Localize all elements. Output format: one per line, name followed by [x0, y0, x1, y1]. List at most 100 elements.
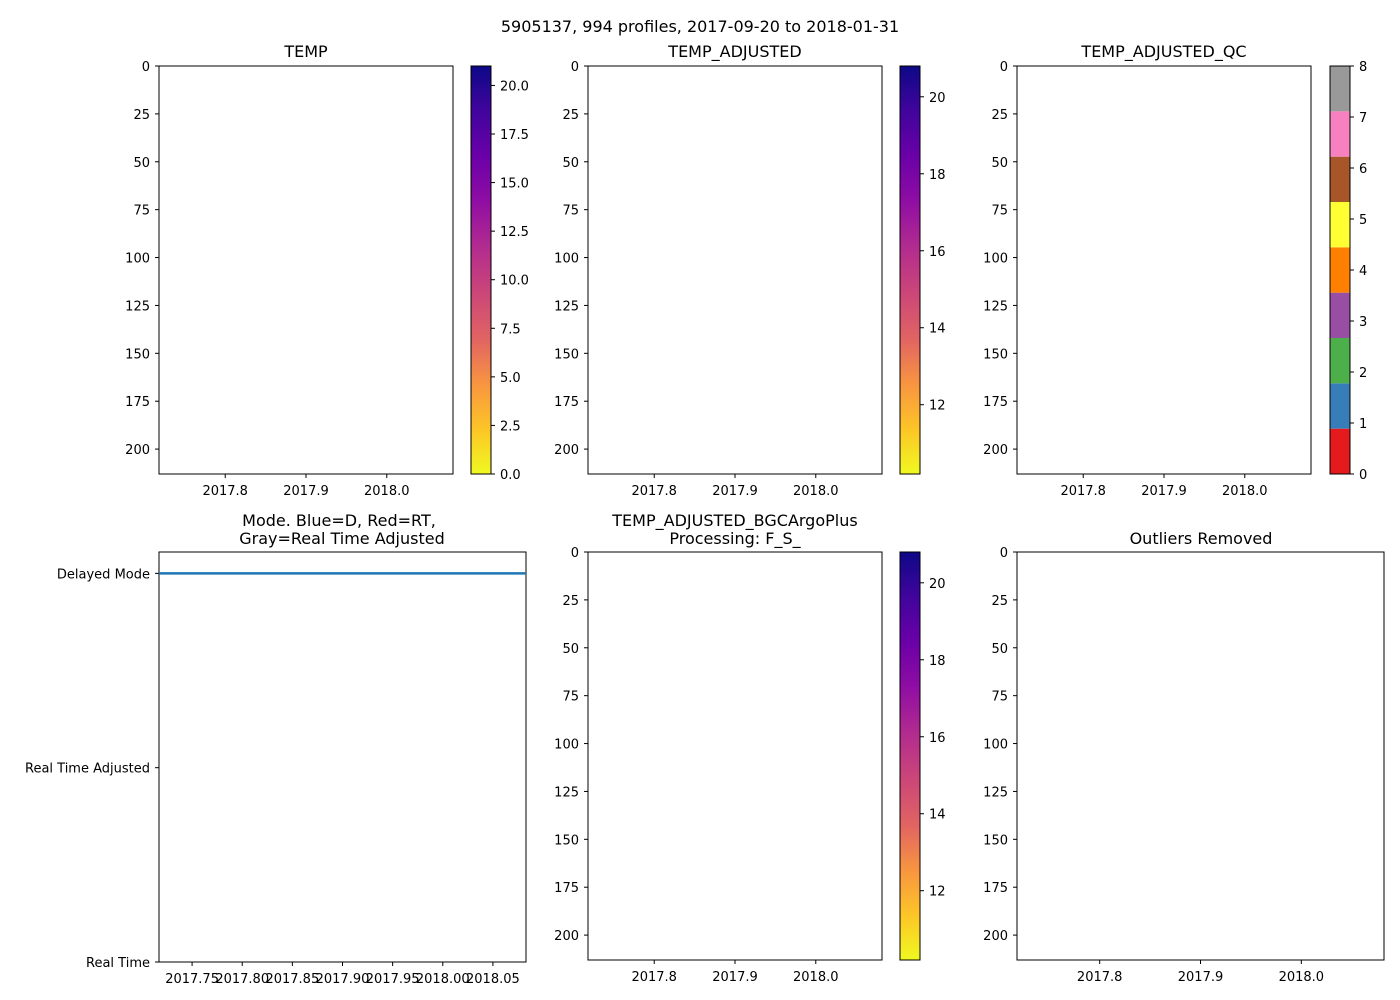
panel-temp-adjusted-colorbar-tick-label: 12: [929, 399, 946, 414]
panel-temp-y-tick-label: 125: [125, 299, 150, 314]
panel-temp-adjusted-qc: TEMP_ADJUSTED_QC 2017.8 2017.9 2018.0 0255…: [983, 42, 1367, 499]
panel-bgc-plus-colorbar-ticks: 12 14 16 18 20: [920, 577, 946, 900]
panel-temp-adjusted-x-ticks: 2017.8 2017.9 2018.0: [631, 474, 839, 499]
panel-temp-adjusted-y-tick-label: 175: [554, 395, 579, 410]
panel-temp-adjusted-colorbar-gradient: [900, 66, 920, 474]
panel-mode: Mode. Blue=D, Red=RT, Gray=Real Time Adj…: [25, 511, 527, 987]
panel-outliers-y-tick-label: 200: [983, 929, 1008, 944]
panel-mode-x-tick-label: 2017.75: [165, 972, 219, 987]
panel-bgc-plus-colorbar-tick-label: 18: [929, 654, 946, 669]
panel-mode-x-tick-label: 2017.95: [366, 972, 420, 987]
panel-outliers-y-tick-label: 0: [1000, 546, 1008, 561]
panel-temp-adjusted-y-tick-label: 150: [554, 347, 579, 362]
panel-temp-adjusted-qc-colorbar-block: [1330, 292, 1350, 338]
panel-temp-x-tick-label: 2017.9: [283, 484, 329, 499]
panel-temp-adjusted-qc-colorbar-tick-label: 2: [1359, 366, 1367, 381]
panel-temp-adjusted-qc-y-tick-label: 0: [1000, 60, 1008, 75]
panel-bgc-plus-colorbar: 12 14 16 18 20: [899, 551, 946, 961]
panel-temp-adjusted-qc-colorbar-ticks: 0 1 2 3 4 5 6 7 8: [1350, 60, 1367, 483]
panel-temp-colorbar-frame: [470, 65, 492, 475]
panel-bgc-plus-colorbar-tick-label: 14: [929, 808, 946, 823]
panel-mode-x-ticks: 2017.752017.802017.852017.902017.952018.…: [165, 962, 520, 987]
panel-mode-y-ticks: Real Time Real Time Adjusted Delayed Mode: [25, 567, 159, 971]
panel-temp-adjusted-qc-colorbar-tick-label: 4: [1359, 264, 1367, 279]
panel-mode-x-tick-label: 2017.90: [316, 972, 370, 987]
panel-temp-adjusted: TEMP_ADJUSTED 2017.8 2017.9 2018.0 0 25 50 75…: [554, 42, 945, 499]
panel-temp-colorbar-tick-label: 2.5: [500, 419, 521, 434]
panel-temp-adjusted-qc-y-tick-label: 100: [983, 252, 1008, 267]
panel-temp-adjusted-title: TEMP_ADJUSTED: [667, 42, 801, 62]
panel-outliers-x-ticks: 2017.8 2017.9 2018.0: [1077, 960, 1324, 985]
panel-temp-colorbar: 0.0 2.5 5.0 7.5 10.0 12.5 15.0 17.5 20.0: [470, 65, 529, 483]
panel-temp-adjusted-y-tick-label: 75: [562, 204, 579, 219]
panel-temp-adjusted-y-tick-label: 50: [562, 156, 579, 171]
panel-temp-adjusted-qc-colorbar-block: [1330, 428, 1350, 474]
panel-temp-colorbar-tick-label: 20.0: [500, 79, 529, 94]
panel-temp-adjusted-y-tick-label: 0: [571, 60, 579, 75]
panel-temp-adjusted-qc-y-ticks: 0 25 50 75 100 125 150 175 200: [983, 60, 1017, 458]
panel-bgc-plus-y-tick-label: 50: [562, 642, 579, 657]
panel-temp-adjusted-axes: [587, 65, 883, 475]
panel-temp-colorbar-tick-label: 12.5: [500, 225, 529, 240]
panel-mode-x-tick-label: 2017.80: [215, 972, 269, 987]
panel-temp-adjusted-qc-colorbar: 0 1 2 3 4 5 6 7 8: [1329, 60, 1367, 483]
panel-temp-adjusted-qc-colorbar-block: [1330, 111, 1350, 157]
panel-bgc-plus: TEMP_ADJUSTED_BGCArgoPlus Processing: F_…: [554, 511, 945, 985]
panel-temp-colorbar-ticks: 0.0 2.5 5.0 7.5 10.0 12.5 15.0 17.5 20.0: [491, 79, 529, 483]
panel-temp-adjusted-qc-colorbar-tick-label: 6: [1359, 162, 1367, 177]
panel-temp-adjusted-qc-x-ticks: 2017.8 2017.9 2018.0: [1060, 474, 1268, 499]
panel-bgc-plus-colorbar-frame: [899, 551, 921, 961]
panel-outliers-y-tick-label: 150: [983, 833, 1008, 848]
panel-mode-title: Mode. Blue=D, Red=RT,: [242, 511, 436, 530]
panel-outliers-title: Outliers Removed: [1130, 529, 1273, 548]
panel-outliers-y-ticks: 0 25 50 75 100 125 150 175 200: [983, 546, 1017, 944]
panel-temp-colorbar-tick-label: 7.5: [500, 322, 521, 337]
panel-temp-x-ticks: 2017.8 2017.9 2018.0: [202, 474, 410, 499]
panel-temp-adjusted-qc-colorbar-tick-label: 8: [1359, 60, 1367, 75]
panel-temp-y-tick-label: 150: [125, 347, 150, 362]
panel-temp-y-tick-label: 50: [133, 156, 150, 171]
panel-bgc-plus-x-tick-label: 2017.8: [631, 970, 677, 985]
panel-temp-adjusted-qc-colorbar-block: [1330, 383, 1350, 429]
panel-temp-adjusted-qc-colorbar-block: [1330, 338, 1350, 384]
panel-temp-colorbar-tick-label: 10.0: [500, 274, 529, 289]
panel-temp-adjusted-x-tick-label: 2018.0: [793, 484, 839, 499]
panel-mode-x-tick-label: 2017.85: [265, 972, 319, 987]
panel-bgc-plus-y-tick-label: 150: [554, 833, 579, 848]
panel-temp-adjusted-qc-colorbar-tick-label: 3: [1359, 315, 1367, 330]
panel-bgc-plus-axes: [587, 551, 883, 961]
panel-outliers-x-tick-label: 2018.0: [1279, 970, 1325, 985]
panel-outliers-y-tick-label: 50: [991, 642, 1008, 657]
panel-bgc-plus-y-tick-label: 200: [554, 929, 579, 944]
panel-temp-adjusted-y-tick-label: 100: [554, 252, 579, 267]
panel-temp-adjusted-colorbar: 12 14 16 18 20: [899, 65, 946, 475]
panel-mode-y-tick-label: Real Time Adjusted: [25, 762, 150, 777]
panel-temp-adjusted-qc-x-tick-label: 2017.9: [1141, 484, 1187, 499]
panel-bgc-plus-y-tick-label: 0: [571, 546, 579, 561]
figure-title: 5905137, 994 profiles, 2017-09-20 to 201…: [501, 17, 899, 36]
panel-temp-adjusted-qc-colorbar-tick-label: 5: [1359, 213, 1367, 228]
panel-bgc-plus-y-tick-label: 75: [562, 690, 579, 705]
panel-temp-adjusted-colorbar-frame: [899, 65, 921, 475]
panel-temp-adjusted-qc-colorbar-tick-label: 7: [1359, 111, 1367, 126]
panel-outliers-y-tick-label: 100: [983, 738, 1008, 753]
panel-temp-adjusted-qc-colorbar-tick-label: 0: [1359, 468, 1367, 483]
panel-temp-colorbar-gradient: [471, 66, 491, 474]
panel-temp-y-tick-label: 200: [125, 443, 150, 458]
panel-outliers-y-tick-label: 25: [991, 594, 1008, 609]
panel-outliers-x-tick-label: 2017.8: [1077, 970, 1123, 985]
panel-temp-colorbar-tick-label: 15.0: [500, 177, 529, 192]
panel-temp-x-tick-label: 2018.0: [364, 484, 410, 499]
panel-temp-adjusted-qc-colorbar-block: [1330, 66, 1350, 112]
panel-temp-title: TEMP: [283, 42, 328, 61]
panel-bgc-plus-colorbar-tick-label: 12: [929, 885, 946, 900]
panel-temp-y-ticks: 0 25 50 75 100 125 150 175 200: [125, 60, 159, 458]
panel-temp-adjusted-colorbar-tick-label: 14: [929, 322, 946, 337]
panel-temp-adjusted-y-tick-label: 25: [562, 108, 579, 123]
panel-temp-colorbar-tick-label: 17.5: [500, 128, 529, 143]
panel-temp-adjusted-qc-x-tick-label: 2017.8: [1060, 484, 1106, 499]
panel-outliers-y-tick-label: 75: [991, 690, 1008, 705]
panel-bgc-plus-title-line2: Processing: F_S_: [669, 529, 801, 549]
panel-temp-adjusted-qc-y-tick-label: 175: [983, 395, 1008, 410]
